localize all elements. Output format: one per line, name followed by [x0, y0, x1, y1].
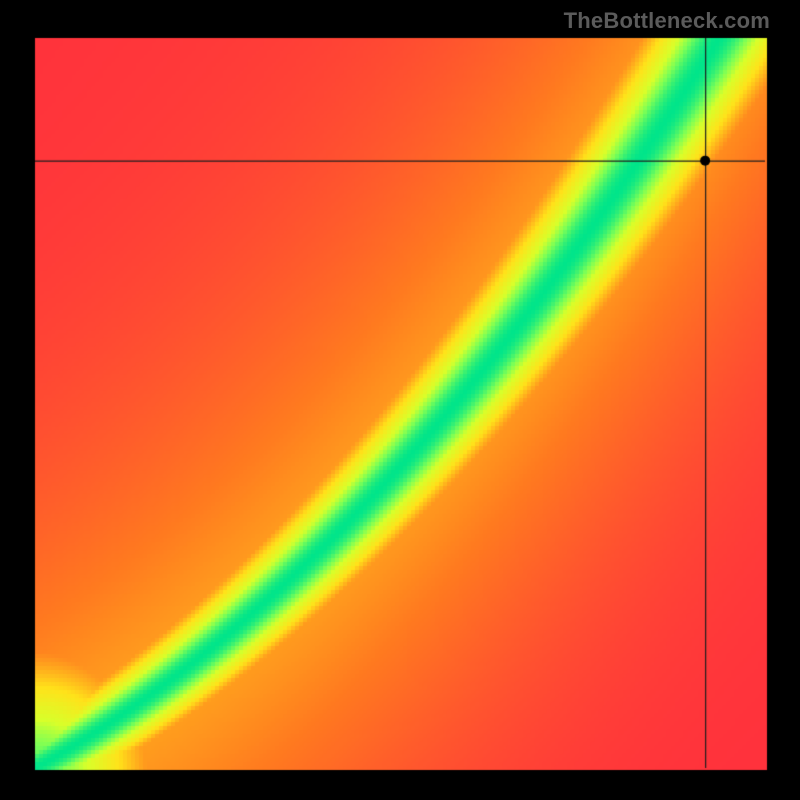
heatmap-canvas [0, 0, 800, 800]
watermark-text: TheBottleneck.com [564, 8, 770, 34]
chart-container: TheBottleneck.com [0, 0, 800, 800]
